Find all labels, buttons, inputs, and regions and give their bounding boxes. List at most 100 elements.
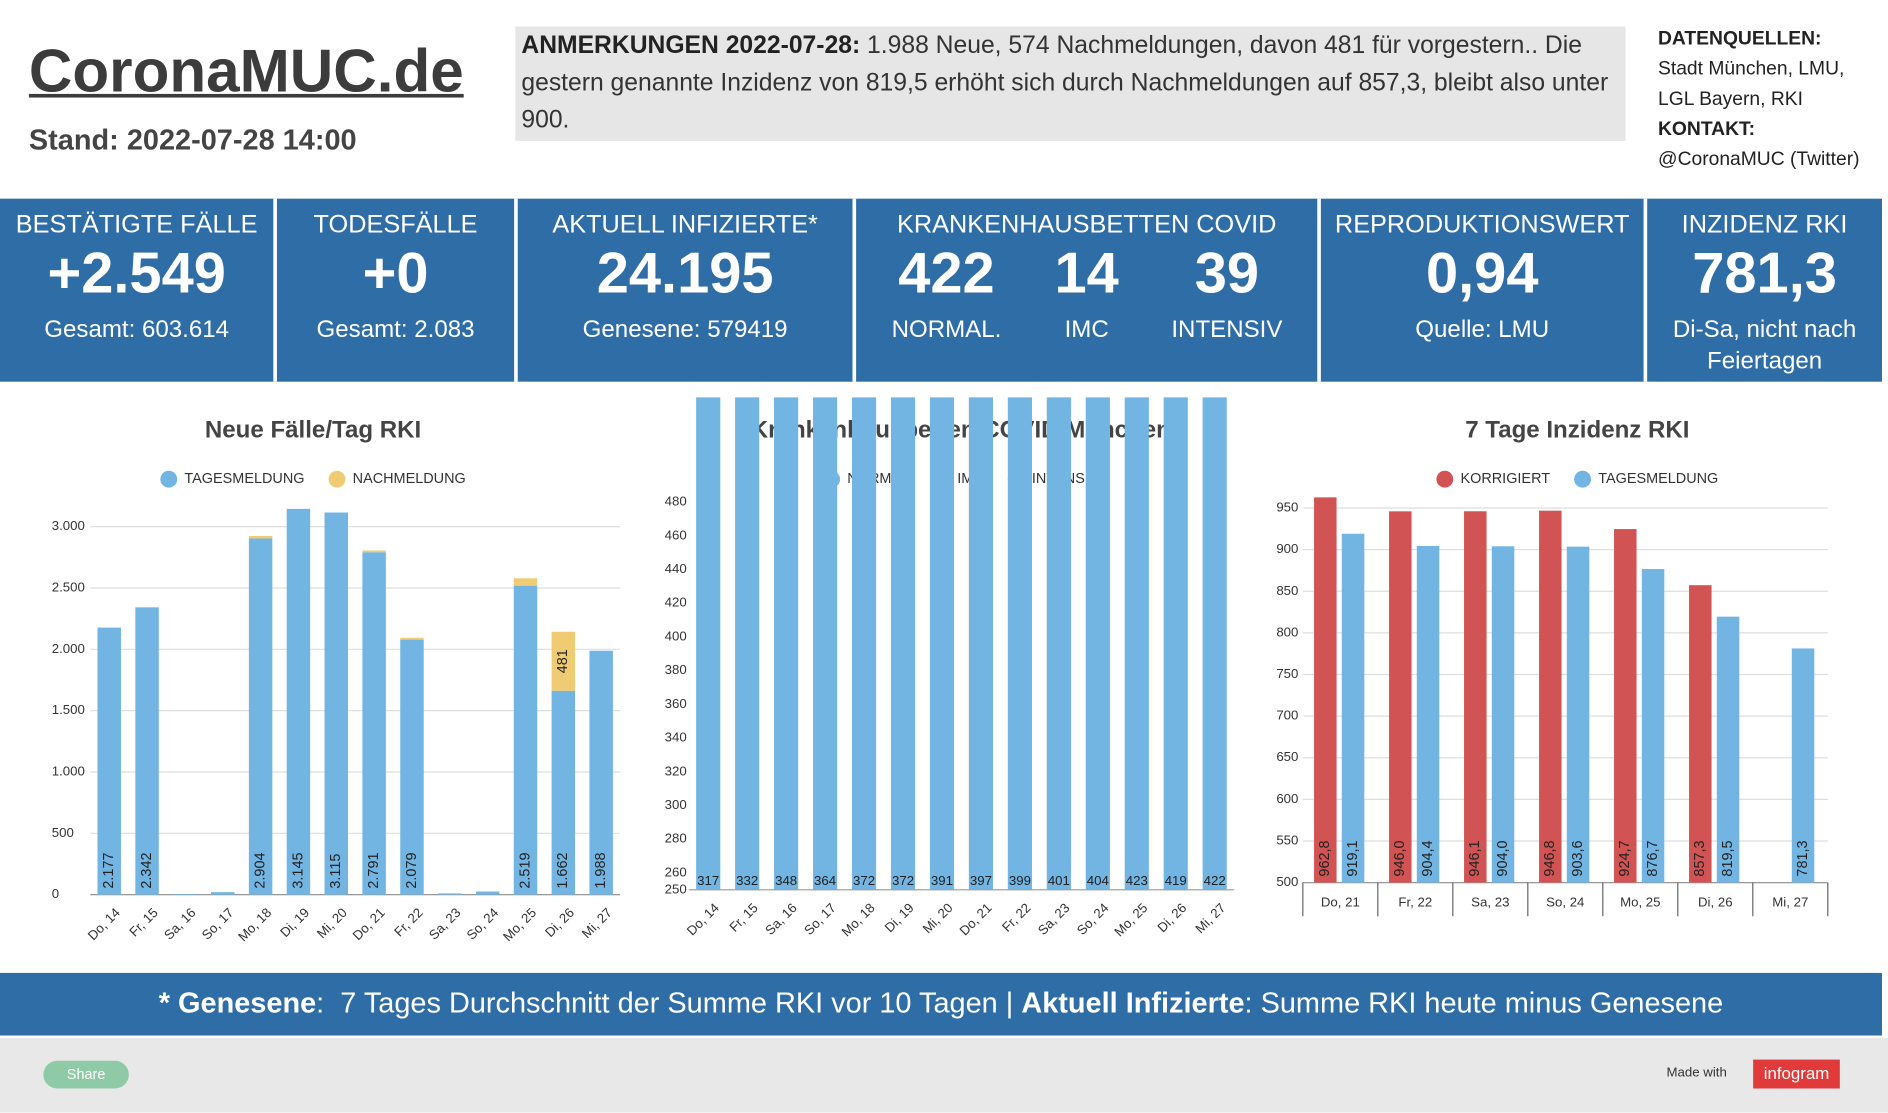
value-label: 332 — [736, 873, 758, 888]
bar — [1614, 529, 1637, 883]
bar — [400, 637, 424, 640]
x-tick-label: Mi, 20 — [920, 900, 956, 936]
y-tick-label: 380 — [665, 662, 687, 677]
x-tick-label: Do, 21 — [956, 900, 994, 938]
bar — [1689, 585, 1712, 883]
bar — [286, 508, 311, 895]
x-tick-label: Sa, 16 — [161, 905, 199, 943]
kpi-sub: Di-Sa, nicht nach Feiertagen — [1672, 316, 1857, 375]
x-tick-label: Sa, 23 — [1471, 895, 1509, 910]
bar — [1163, 397, 1188, 890]
notes: ANMERKUNGEN 2022-07-28: 1.988 Neue, 574 … — [515, 26, 1626, 141]
x-tick-label: So, 24 — [464, 905, 502, 943]
value-label: 397 — [970, 873, 992, 888]
notes-label: ANMERKUNGEN 2022-07-28: — [521, 31, 861, 59]
y-tick-label: 550 — [1276, 832, 1298, 847]
value-label: 903,6 — [1570, 840, 1586, 876]
x-tick-label: Sa, 23 — [1035, 900, 1073, 938]
bar — [513, 578, 538, 586]
bar — [1791, 648, 1815, 883]
y-tick-label: 1.500 — [52, 702, 85, 717]
stand: Stand: 2022-07-28 14:00 — [28, 124, 357, 157]
bar — [362, 550, 386, 553]
footer-bold: Aktuell Infizierte — [1021, 987, 1245, 1020]
x-tick-label: Di, 19 — [882, 900, 917, 935]
bar — [1416, 545, 1440, 883]
kpi-value: 422 — [898, 242, 995, 306]
footer: * Genesene: 7 Tages Durchschnitt der Sum… — [0, 972, 1882, 1036]
value-label: 481 — [555, 649, 571, 673]
bar — [1341, 533, 1365, 883]
bar — [1491, 546, 1515, 883]
x-tick-label: Do, 21 — [1321, 895, 1360, 910]
value-label: 904,0 — [1495, 840, 1511, 876]
bar — [400, 639, 424, 895]
y-tick-label: 320 — [665, 763, 687, 778]
y-tick-label: 300 — [665, 797, 687, 812]
bar — [1464, 511, 1487, 883]
y-tick-label: 2.000 — [52, 641, 85, 656]
y-tick-label: 260 — [665, 864, 687, 879]
value-label: 2.342 — [139, 852, 155, 888]
bar — [97, 627, 121, 895]
bar — [1716, 616, 1740, 883]
x-tick-label: Di, 26 — [1154, 900, 1189, 935]
bar — [475, 891, 500, 895]
bar — [324, 512, 349, 895]
kpi-title: REPRODUKTIONSWERT — [1334, 210, 1630, 239]
bar — [248, 535, 273, 539]
x-tick-label: Fr, 22 — [1398, 895, 1432, 910]
footer-text: : Summe RKI heute minus Genesene — [1244, 987, 1724, 1020]
value-label: 372 — [892, 873, 914, 888]
x-tick-label: Mi, 20 — [314, 905, 350, 941]
y-tick-label: 340 — [665, 730, 687, 745]
legend: KORRIGIERT TAGESMELDUNG — [1436, 470, 1718, 488]
legend-label: TAGESMELDUNG — [1598, 471, 1718, 487]
made-with: Made with — [1666, 1065, 1727, 1081]
value-label: 946,8 — [1542, 840, 1558, 876]
kpi-item: 14 IMC — [1019, 240, 1154, 346]
kpi-title: INZIDENZ RKI — [1681, 210, 1848, 239]
x-tick-label: Mo, 25 — [1111, 900, 1150, 939]
kpi: KRANKENHAUSBETTEN COVID 422 NORMAL. 14 IMC… — [856, 198, 1321, 382]
x-tick-label: Di, 26 — [1698, 895, 1733, 910]
value-label: 857,3 — [1692, 840, 1708, 876]
y-tick-label: 650 — [1276, 749, 1298, 764]
value-label: 2.519 — [517, 852, 533, 888]
bar — [589, 650, 613, 895]
kpi-sub: Gesamt: 2.083 — [316, 316, 475, 344]
legend-label: KORRIGIERT — [1460, 471, 1550, 487]
bar — [1202, 397, 1227, 890]
value-label: 404 — [1087, 873, 1109, 888]
y-tick-label: 500 — [1276, 874, 1298, 889]
bar — [211, 892, 235, 895]
contact-text[interactable]: @CoronaMUC (Twitter) — [1658, 149, 1860, 170]
bar — [696, 397, 721, 890]
bar — [890, 397, 916, 890]
kpi-sub: NORMAL. — [891, 316, 1002, 344]
x-tick-label: Fr, 22 — [999, 900, 1034, 935]
value-label: 401 — [1048, 873, 1070, 888]
site-title[interactable]: CoronaMUC.de — [28, 37, 464, 105]
brand[interactable]: infogram — [1753, 1059, 1840, 1089]
share-button[interactable]: Share — [43, 1060, 129, 1089]
kpi: BESTÄTIGTE FÄLLE +2.549 Gesamt: 603.614 — [0, 198, 277, 382]
y-tick-label: 440 — [665, 561, 687, 576]
x-tick-label: So, 24 — [1074, 900, 1112, 938]
x-tick-label: Mo, 25 — [500, 905, 539, 944]
value-label: 962,8 — [1317, 840, 1333, 876]
value-label: 781,3 — [1795, 840, 1811, 876]
footer-bold: * Genesene — [158, 987, 317, 1020]
legend-swatch — [1574, 470, 1592, 488]
kpi: REPRODUKTIONSWERT 0,94 Quelle: LMU — [1321, 198, 1648, 382]
legend-swatch — [160, 470, 178, 488]
y-tick-label: 0 — [52, 886, 59, 901]
value-label: 946,0 — [1392, 840, 1408, 876]
bar — [1389, 511, 1412, 883]
value-label: 904,4 — [1420, 840, 1436, 876]
x-tick-label: So, 24 — [1546, 895, 1584, 910]
kpi-item: 39 INTENSIV — [1159, 240, 1294, 346]
sources-label: DATENQUELLEN: — [1658, 28, 1822, 50]
value-label: 876,7 — [1645, 840, 1661, 876]
